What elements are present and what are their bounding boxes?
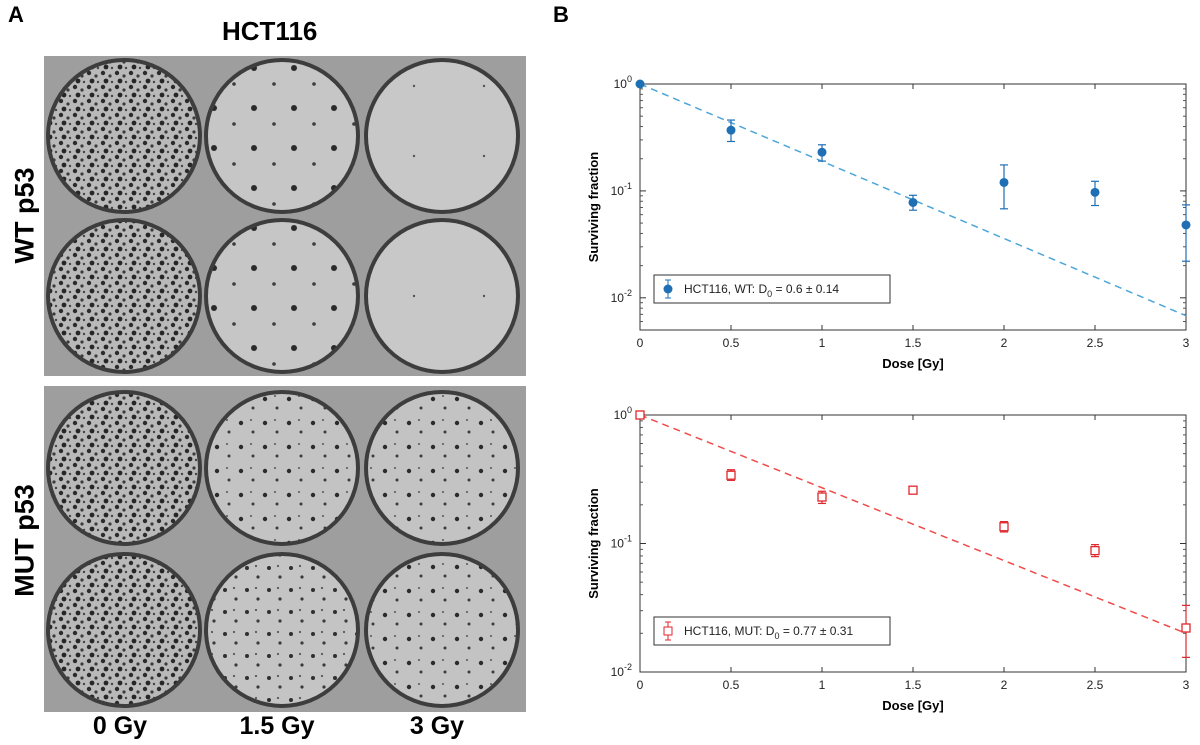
- panel-a-title: HCT116: [222, 16, 318, 46]
- row-label-wt: WT p53: [9, 167, 40, 264]
- legend-marker: [663, 626, 673, 636]
- y-tick-label: 100: [614, 405, 632, 422]
- x-axis-label: Dose [Gy]: [882, 356, 943, 371]
- x-tick-label: 3: [1183, 336, 1190, 350]
- data-point: [908, 197, 918, 207]
- data-point: [908, 485, 918, 495]
- x-tick-label: 0: [637, 336, 644, 350]
- x-tick-label: 2: [1001, 678, 1008, 692]
- fit-line: [639, 414, 1187, 635]
- x-tick-label: 3: [1183, 678, 1190, 692]
- data-point: [999, 177, 1009, 187]
- y-axis-label: Surviving fraction: [586, 152, 601, 263]
- legend-text: HCT116, MUT: D0 = 0.77 ± 0.31: [684, 624, 853, 641]
- data-point: [1181, 623, 1191, 633]
- data-point: [817, 147, 827, 157]
- wt-survival-chart: 0 0.5 1 1.5 2 2.5 3 100 10-1 10-2 Dose [Gy] Survivi…: [586, 74, 1191, 371]
- y-tick-label: 10-2: [611, 662, 632, 679]
- data-point: [1181, 220, 1191, 230]
- data-point: [1090, 545, 1100, 556]
- panel-b-label: B: [553, 2, 569, 27]
- legend-marker: [663, 284, 673, 294]
- x-tick-label: 2: [1001, 336, 1008, 350]
- col-label-0gy: 0 Gy: [92, 712, 148, 740]
- y-tick-label: 10-1: [611, 534, 632, 551]
- x-tick-label: 0: [637, 678, 644, 692]
- y-axis-label: Surviving fraction: [586, 488, 601, 599]
- colony-plate-image: [44, 56, 526, 712]
- x-tick-label: 1: [819, 336, 826, 350]
- y-tick-label: 10-1: [611, 181, 632, 198]
- x-tick-label: 1: [819, 678, 826, 692]
- data-point: [1090, 187, 1100, 197]
- x-axis-label: Dose [Gy]: [882, 698, 943, 713]
- data-point: [635, 410, 645, 420]
- legend-text: HCT116, WT: D0 = 0.6 ± 0.14: [684, 282, 839, 299]
- data-point: [999, 522, 1009, 532]
- panel-a-label: A: [8, 2, 24, 27]
- x-tick-label: 2.5: [1087, 678, 1104, 692]
- x-tick-label: 1.5: [905, 336, 922, 350]
- x-tick-label: 1.5: [905, 678, 922, 692]
- y-tick-label: 10-2: [611, 288, 632, 305]
- x-tick-label: 0.5: [723, 678, 740, 692]
- mut-survival-chart: 0 0.5 1 1.5 2 2.5 3 100 10-1 10-2 Dose [Gy] Survivi…: [586, 405, 1191, 713]
- x-tick-label: 2.5: [1087, 336, 1104, 350]
- data-point: [726, 125, 736, 135]
- col-label-3gy: 3 Gy: [409, 712, 465, 740]
- data-point: [726, 470, 736, 480]
- data-point: [635, 79, 645, 89]
- legend-box: [653, 616, 891, 646]
- y-tick-label: 100: [614, 74, 632, 91]
- col-label-1-5gy: 1.5 Gy: [239, 712, 315, 740]
- x-tick-label: 0.5: [723, 336, 740, 350]
- row-label-mut: MUT p53: [9, 484, 40, 597]
- legend-box: [653, 274, 891, 304]
- data-point: [817, 492, 827, 502]
